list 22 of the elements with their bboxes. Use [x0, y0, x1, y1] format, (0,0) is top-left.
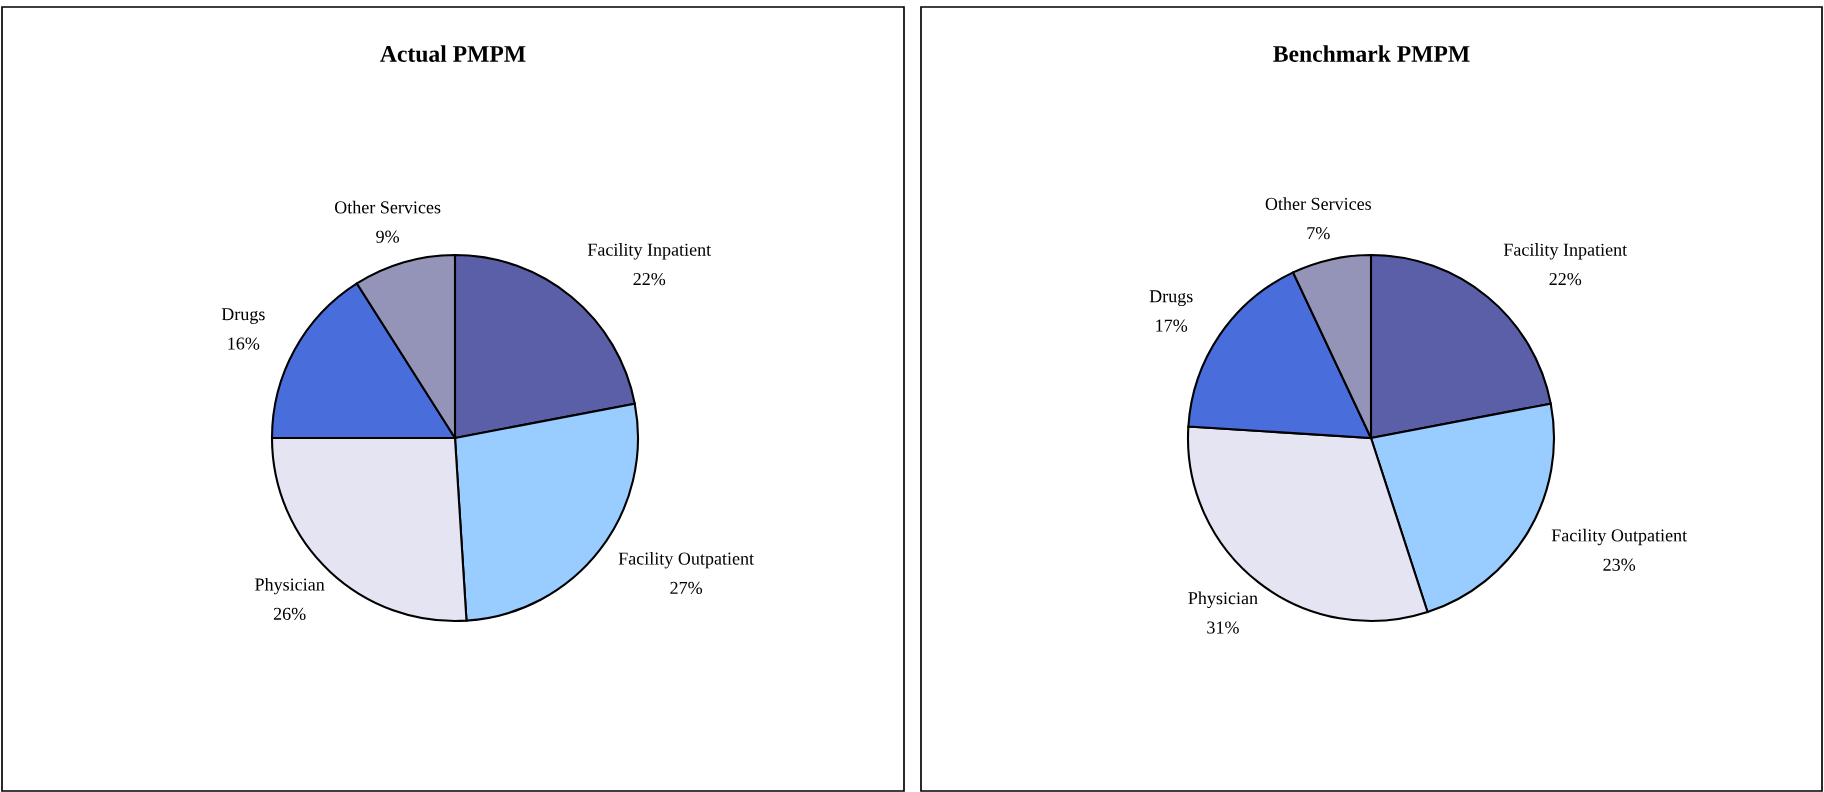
data-label: 7%	[1307, 227, 1330, 240]
data-label: 9%	[376, 230, 400, 243]
slice-label: Physician	[1188, 591, 1258, 608]
slice-label: Physician	[255, 577, 325, 595]
data-label: 31%	[1207, 621, 1239, 634]
data-label: 17%	[1156, 319, 1188, 332]
data-label: 16%	[228, 337, 260, 350]
data-label: 27%	[670, 581, 703, 595]
slice-label: Facility Outpatient	[1551, 528, 1688, 546]
data-label: 26%	[273, 607, 306, 620]
slice-label: Other Services	[1265, 197, 1372, 210]
slice-label: Other Services	[334, 200, 441, 214]
data-label: 22%	[633, 272, 666, 286]
data-label: 22%	[1549, 272, 1582, 286]
chart-title: Actual PMPM	[380, 45, 526, 62]
slice-label: Facility Inpatient	[587, 243, 712, 260]
slice-label: Drugs	[221, 308, 265, 324]
slice-label: Drugs	[1149, 290, 1193, 307]
data-label: 23%	[1603, 558, 1636, 571]
slice-label: Facility Inpatient	[1503, 243, 1628, 260]
chart-title: Benchmark PMPM	[1273, 45, 1470, 62]
slice-label: Facility Outpatient	[618, 551, 754, 569]
